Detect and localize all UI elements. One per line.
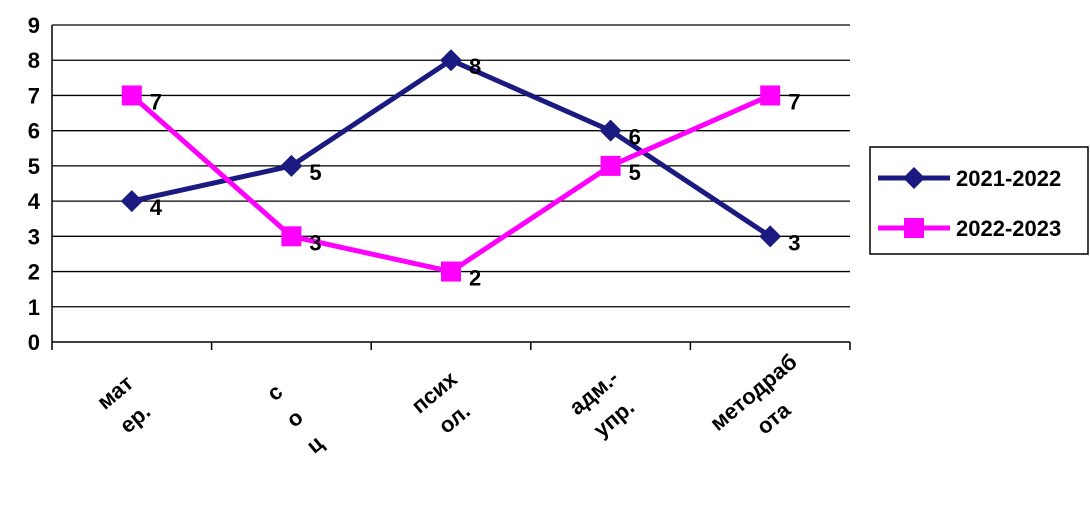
data-point-diamond <box>120 190 143 213</box>
data-point-square <box>441 261 461 282</box>
legend: 2021-2022 2022-2023 <box>869 146 1089 255</box>
data-label: 2 <box>469 266 481 291</box>
series-2021-2022: 4 5 8 6 3 <box>120 49 800 255</box>
y-tick-label: 8 <box>28 48 40 73</box>
y-tick-label: 0 <box>28 330 40 355</box>
legend-item-2021-2022: 2021-2022 <box>878 166 1061 191</box>
data-point-diamond <box>280 154 303 177</box>
y-tick-label: 1 <box>28 295 40 320</box>
data-point-square <box>600 155 621 176</box>
legend-item-2022-2023: 2022-2023 <box>878 216 1061 241</box>
y-tick-label: 5 <box>28 154 40 179</box>
x-category-label-line: ол. <box>434 398 475 438</box>
series-group: 4 5 8 6 3 7 3 2 5 7 <box>120 49 800 291</box>
data-label: 7 <box>150 89 162 114</box>
legend-marker-diamond-icon <box>903 167 925 189</box>
x-category-label: соц <box>262 379 328 458</box>
x-category-label-line: ер. <box>115 398 155 438</box>
data-label: 3 <box>788 230 800 255</box>
series-line-2021-2022 <box>131 57 772 239</box>
data-label: 5 <box>309 160 321 185</box>
data-label: 4 <box>150 195 163 220</box>
gridlines <box>52 24 850 308</box>
series-line-2022-2023 <box>130 93 772 275</box>
x-category-label-line: с <box>262 379 287 406</box>
data-point-square <box>760 85 781 106</box>
y-tick-label: 3 <box>28 224 40 249</box>
data-point-diamond <box>440 49 462 72</box>
data-label: 3 <box>309 230 321 255</box>
axes <box>51 25 851 350</box>
data-point-diamond <box>599 119 622 142</box>
y-tick-label: 7 <box>28 83 40 108</box>
y-tick-label: 2 <box>28 260 40 285</box>
data-point-square <box>281 226 302 247</box>
data-point-square <box>121 85 142 106</box>
data-label: 6 <box>629 125 641 150</box>
legend-label-2021-2022: 2021-2022 <box>956 166 1061 191</box>
y-tick-label: 6 <box>28 119 40 144</box>
legend-marker-square-icon <box>904 218 924 238</box>
legend-label-2022-2023: 2022-2023 <box>956 216 1061 241</box>
x-category-label-line: о <box>281 404 307 432</box>
data-label: 8 <box>469 54 481 79</box>
data-point-diamond <box>759 225 782 248</box>
series-2022-2023: 7 3 2 5 7 <box>121 85 800 291</box>
y-tick-label: 4 <box>28 189 41 214</box>
y-axis-ticks: 0 1 2 3 4 5 6 7 8 9 <box>28 13 41 355</box>
data-label: 5 <box>629 160 641 185</box>
x-category-label: адм.-упр. <box>564 365 639 443</box>
y-tick-label: 9 <box>28 13 40 38</box>
x-category-label-line: ц <box>301 430 328 458</box>
data-label: 7 <box>788 89 800 114</box>
